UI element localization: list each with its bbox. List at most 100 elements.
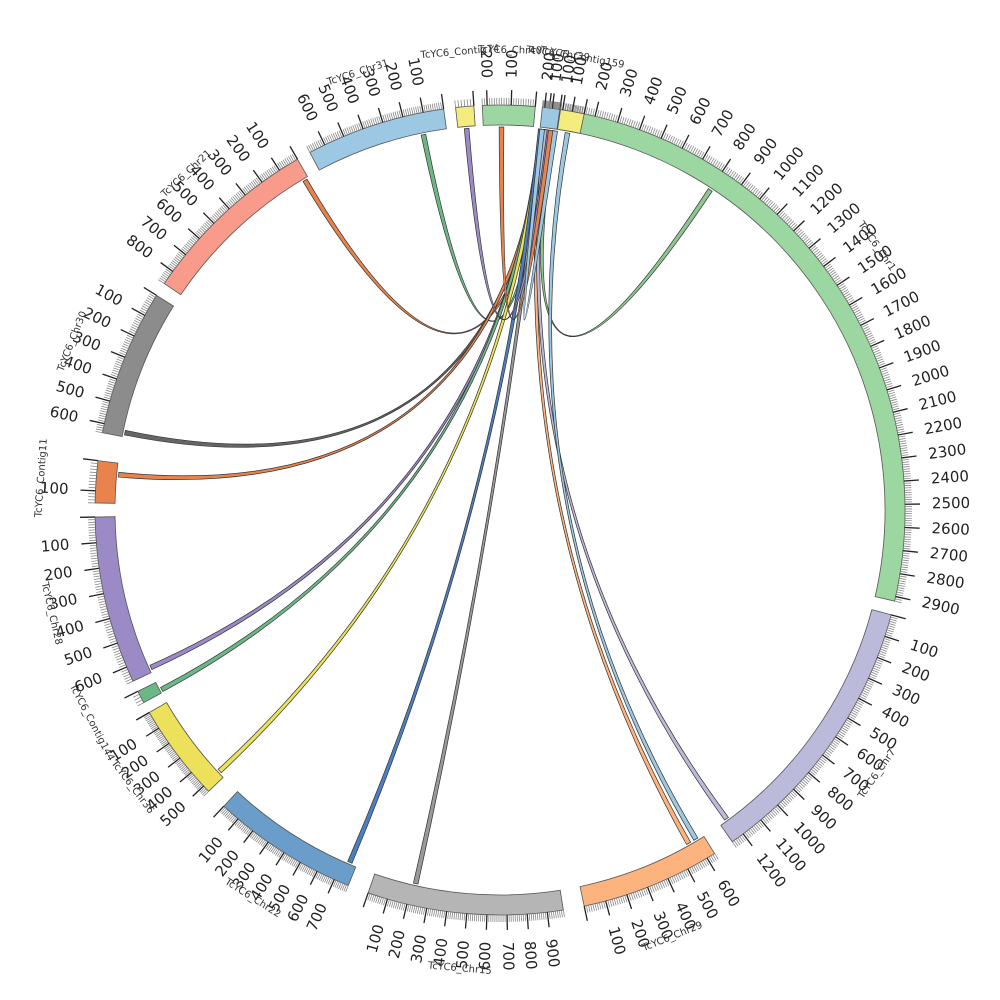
tick-minor — [742, 180, 748, 187]
tick-minor — [819, 758, 826, 764]
tick-minor — [601, 111, 604, 119]
tick-minor — [608, 112, 611, 120]
tick-minor — [419, 105, 422, 113]
tick-minor — [611, 899, 615, 907]
segment-name: TcYC6_Contig144 — [66, 681, 116, 763]
tick-major — [83, 458, 99, 462]
tick-minor — [147, 295, 155, 300]
tick-minor — [830, 743, 837, 749]
tick-minor — [843, 291, 850, 296]
tick-minor — [739, 177, 745, 184]
tick-minor — [553, 101, 556, 109]
tick-minor — [585, 107, 588, 115]
tick-minor — [880, 369, 888, 373]
tick-minor — [394, 111, 398, 119]
tick-major — [362, 892, 369, 908]
tick-minor — [573, 104, 576, 112]
tick-minor — [823, 752, 830, 758]
tick-major — [860, 318, 875, 327]
tick-minor — [615, 897, 619, 905]
tick-minor — [101, 405, 109, 409]
tick-major — [793, 220, 805, 232]
tick-minor — [748, 829, 754, 836]
tick-minor — [143, 713, 151, 718]
tick-major — [95, 396, 111, 402]
tick-label: 2900 — [920, 593, 961, 619]
tick-minor — [123, 673, 130, 678]
link-s15-s9-4 — [118, 128, 547, 481]
tick-minor — [875, 356, 883, 360]
tick-minor — [230, 816, 236, 822]
tick-minor — [382, 114, 386, 122]
tick-minor — [883, 378, 891, 382]
tick-minor — [903, 547, 911, 550]
tick-minor — [217, 209, 224, 215]
tick-minor — [661, 881, 666, 888]
tick-minor — [887, 627, 895, 631]
tick-minor — [191, 236, 197, 243]
tick-minor — [100, 410, 108, 413]
tick-major — [647, 886, 654, 902]
tick-major — [382, 898, 389, 914]
tick-minor — [150, 724, 158, 730]
tick-major — [89, 419, 105, 425]
tick-minor — [115, 654, 123, 659]
tick-minor — [160, 275, 167, 281]
tick-minor — [796, 785, 802, 791]
tick-minor — [873, 665, 881, 669]
tick-minor — [278, 851, 283, 858]
tick-label: 100 — [40, 535, 70, 555]
tick-minor — [438, 102, 440, 110]
tick-minor — [214, 212, 221, 218]
tick-minor — [548, 100, 550, 108]
tick-minor — [869, 341, 877, 345]
tick-minor — [645, 125, 649, 133]
tick-label: 300 — [47, 590, 79, 614]
tick-minor — [548, 101, 551, 109]
tick-minor — [189, 776, 196, 782]
tick-minor — [899, 440, 907, 443]
tick-minor — [386, 113, 390, 121]
tick-minor — [636, 122, 641, 130]
tick-minor — [270, 846, 275, 853]
tick-minor — [876, 659, 884, 663]
tick-minor — [530, 913, 533, 921]
tick-major — [270, 157, 281, 171]
tick-minor — [435, 102, 438, 110]
tick-minor — [367, 893, 371, 901]
tick-label: 500 — [453, 940, 473, 970]
tick-minor — [177, 253, 184, 259]
tick-minor — [827, 747, 834, 753]
tick-minor — [137, 702, 144, 707]
tick-minor — [265, 842, 271, 850]
tick-major — [848, 296, 863, 306]
tick-minor — [165, 268, 172, 274]
tick-major — [88, 592, 104, 598]
tick-minor — [788, 793, 795, 800]
tick-minor — [266, 844, 272, 851]
tick-minor — [818, 759, 825, 765]
tick-minor — [328, 134, 333, 142]
tick-minor — [899, 444, 907, 447]
tick-minor — [841, 727, 848, 732]
tick-minor — [564, 103, 567, 111]
tick-minor — [216, 210, 222, 217]
tick-minor — [733, 840, 739, 847]
tick-minor — [100, 608, 108, 611]
tick-minor — [129, 328, 137, 333]
tick-label: 2700 — [929, 544, 969, 566]
tick-major — [858, 697, 873, 706]
tick-minor — [90, 555, 98, 557]
tick-minor — [699, 862, 704, 869]
tick-minor — [156, 733, 164, 739]
tick-minor — [735, 838, 741, 846]
tick-label: 100 — [363, 922, 388, 955]
link-s15-s13-12 — [463, 127, 553, 321]
tick-minor — [443, 911, 446, 919]
tick-minor — [121, 669, 128, 673]
tick-minor — [532, 99, 534, 107]
tick-minor — [95, 585, 103, 588]
tick-minor — [113, 649, 121, 654]
tick-minor — [112, 647, 120, 651]
